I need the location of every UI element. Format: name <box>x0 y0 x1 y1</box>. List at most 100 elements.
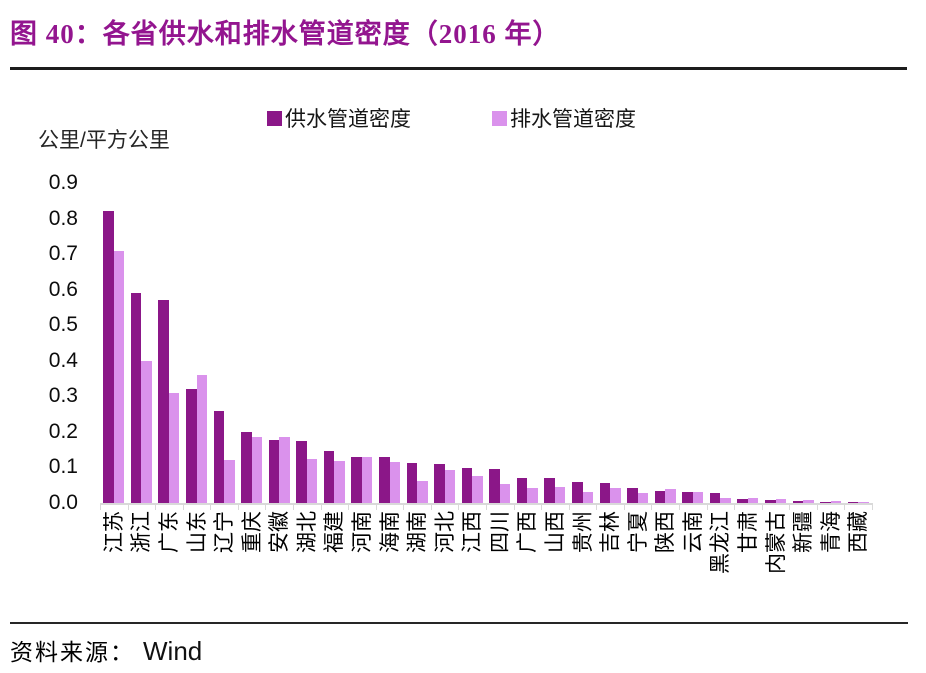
source-label: 资料来源： <box>10 640 135 665</box>
x-tick-mark <box>706 503 708 510</box>
x-axis-label-text: 山东 <box>184 511 209 553</box>
bar-supply-宁夏 <box>627 487 638 503</box>
bar-supply-西藏 <box>847 502 859 503</box>
x-axis-label-text: 西藏 <box>846 511 871 553</box>
bar-drain-甘肃 <box>747 497 759 503</box>
x-axis-label-text: 安徽 <box>267 511 292 553</box>
x-axis-label-text: 重庆 <box>239 511 264 553</box>
y-tick-label: 0.9 <box>48 171 78 194</box>
x-axis-label-text: 江苏 <box>101 511 126 553</box>
bar-supply-河南 <box>351 457 362 503</box>
y-tick-label: 0.2 <box>48 419 78 443</box>
bar-supply-青海 <box>820 501 831 503</box>
bar-drain-贵州 <box>582 491 593 503</box>
x-axis-label-text: 山西 <box>542 511 567 553</box>
x-axis-label-text: 湖北 <box>294 511 319 553</box>
x-tick-mark <box>293 503 294 510</box>
bar-drain-安徽 <box>279 436 290 503</box>
x-axis-label-text: 甘肃 <box>735 511 760 553</box>
bar-supply-安徽 <box>268 439 280 503</box>
bar-drain-四川 <box>499 484 511 503</box>
x-axis-label-text: 陕西 <box>653 511 678 553</box>
x-axis-label-text: 宁夏 <box>625 511 650 553</box>
bar-supply-湖南 <box>406 462 418 503</box>
source-value: Wind <box>143 636 203 666</box>
bar-supply-湖北 <box>296 441 307 503</box>
x-tick-mark <box>182 503 184 510</box>
bar-supply-广东 <box>158 300 169 503</box>
x-axis-label-text: 广西 <box>515 511 540 553</box>
x-tick-mark <box>265 503 267 510</box>
bar-drain-宁夏 <box>637 493 649 503</box>
legend-item-drain: 排水管道密度 <box>492 103 636 133</box>
footer-divider <box>10 622 908 624</box>
x-tick-mark <box>127 503 129 510</box>
bar-drain-山东 <box>196 375 207 503</box>
bar-supply-吉林 <box>599 483 611 503</box>
bar-drain-青海 <box>830 500 842 503</box>
bar-supply-陕西 <box>654 490 666 503</box>
x-axis-label-text: 内蒙古 <box>763 511 788 574</box>
bar-drain-河南 <box>361 457 373 503</box>
x-tick-mark <box>568 503 570 510</box>
bar-drain-西藏 <box>858 501 869 503</box>
x-axis-label-text: 广东 <box>156 511 181 553</box>
x-tick-mark <box>375 503 377 510</box>
bar-drain-江西 <box>472 476 483 503</box>
x-axis-label-text: 黑龙江 <box>708 511 733 574</box>
supply-legend-swatch-icon <box>267 110 282 126</box>
bar-supply-江苏 <box>103 211 114 503</box>
bar-drain-陕西 <box>665 488 676 503</box>
bar-supply-新疆 <box>792 500 804 503</box>
x-tick-mark <box>623 503 625 510</box>
x-tick-mark <box>651 503 653 510</box>
bar-supply-内蒙古 <box>765 500 776 503</box>
x-axis-label-text: 青海 <box>818 511 843 553</box>
x-axis-label-text: 江西 <box>460 511 485 553</box>
bar-drain-浙江 <box>141 360 152 503</box>
x-axis-label-text: 海南 <box>377 511 402 553</box>
bar-supply-福建 <box>323 451 335 503</box>
legend-item-supply: 供水管道密度 <box>267 103 411 133</box>
x-tick-mark <box>513 503 515 510</box>
x-tick-mark <box>734 503 736 510</box>
bar-supply-贵州 <box>572 481 583 503</box>
x-tick-mark <box>458 503 460 510</box>
x-axis-label-text: 新疆 <box>791 511 816 553</box>
bar-supply-山东 <box>186 389 197 503</box>
bar-drain-黑龙江 <box>720 497 731 503</box>
x-tick-mark <box>210 503 212 510</box>
y-tick-label: 0.1 <box>48 455 78 479</box>
x-axis-label-text: 湖南 <box>405 511 430 553</box>
legend-label-supply: 供水管道密度 <box>285 108 411 131</box>
y-tick-label: 0.4 <box>48 348 78 372</box>
figure-title: 图 40：各省供水和排水管道密度（2016 年） <box>10 19 561 49</box>
x-tick-mark <box>789 503 791 510</box>
legend-label-drain: 排水管道密度 <box>510 108 636 131</box>
bar-drain-新疆 <box>803 500 814 503</box>
y-tick-label: 0.7 <box>48 242 78 266</box>
x-axis-label-text: 浙江 <box>129 511 154 553</box>
x-tick-mark <box>155 503 157 510</box>
x-tick-mark <box>679 503 680 510</box>
x-axis-label-text: 福建 <box>322 511 347 553</box>
x-axis-label-text: 河南 <box>349 511 374 553</box>
bar-supply-云南 <box>682 492 693 503</box>
y-tick-label: 0.0 <box>48 491 78 514</box>
x-tick-mark <box>872 503 873 510</box>
bar-drain-河北 <box>444 469 456 503</box>
bar-supply-海南 <box>379 457 390 503</box>
bar-drain-重庆 <box>251 437 263 503</box>
bar-drain-福建 <box>334 460 345 503</box>
title-divider <box>10 67 907 70</box>
bar-supply-山西 <box>544 478 555 503</box>
y-tick-label: 0.8 <box>48 206 78 230</box>
y-axis-unit-label: 公里/平方公里 <box>38 129 170 152</box>
bar-drain-山西 <box>554 486 566 503</box>
bar-supply-辽宁 <box>213 410 225 503</box>
bar-supply-河北 <box>434 464 445 503</box>
bar-supply-浙江 <box>130 293 142 503</box>
y-tick-label: 0.5 <box>48 313 78 337</box>
x-tick-mark <box>761 503 763 510</box>
